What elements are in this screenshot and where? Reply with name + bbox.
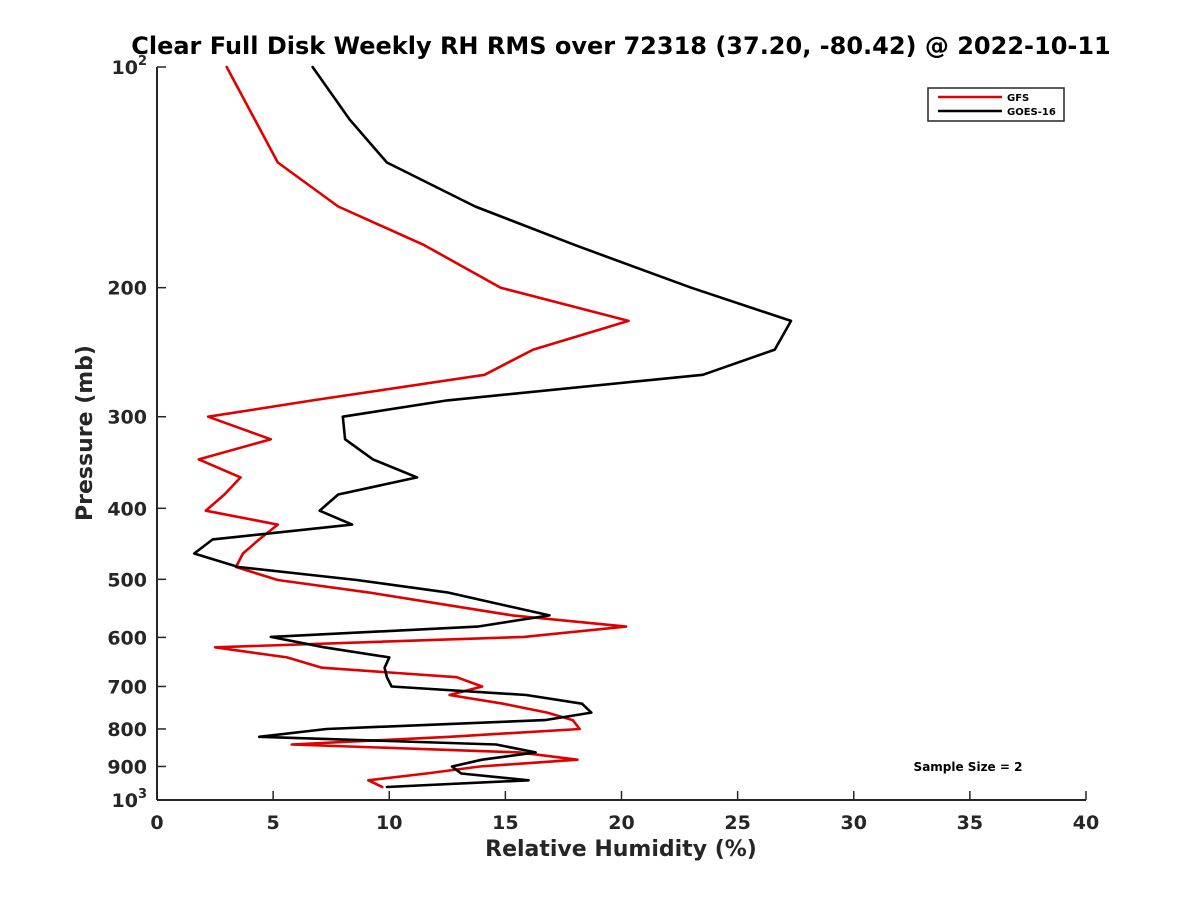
x-tick-label: 20	[608, 812, 634, 834]
x-tick-label: 40	[1073, 812, 1099, 834]
y-tick-label: 400	[107, 498, 147, 520]
x-tick-label: 0	[150, 812, 163, 834]
y-tick-label: 102	[112, 54, 148, 79]
series-line-goes16	[192, 65, 793, 789]
y-tick-label: 800	[107, 719, 147, 741]
legend-label-gfs: GFS	[1007, 93, 1029, 104]
x-axis-label: Relative Humidity (%)	[485, 837, 757, 862]
legend-box	[927, 87, 1065, 122]
series-line-gfs	[197, 65, 630, 789]
x-ticks: 0 5 10 15 20 25 30 35 40	[150, 791, 1099, 834]
y-tick-label: 300	[107, 407, 147, 429]
chart-title: Clear Full Disk Weekly RH RMS over 72318…	[131, 32, 1111, 60]
y-tick-label: 700	[107, 676, 147, 698]
y-tick-label: 500	[107, 569, 147, 591]
legend-label-goes16: GOES-16	[1007, 107, 1056, 118]
sample-size-annotation: Sample Size = 2	[914, 760, 1023, 774]
x-tick-label: 10	[376, 812, 402, 834]
x-tick-label: 15	[492, 812, 518, 834]
y-tick-label: 900	[107, 756, 147, 778]
x-tick-label: 35	[957, 812, 983, 834]
y-axis-label: Pressure (mb)	[73, 345, 98, 521]
y-tick-label: 103	[112, 787, 148, 812]
y-ticks: 102 200 300 400 500 600 700 800 900 103	[107, 54, 166, 812]
x-tick-label: 30	[841, 812, 867, 834]
x-tick-label: 25	[724, 812, 750, 834]
y-tick-label: 200	[107, 278, 147, 300]
legend: GFS GOES-16	[927, 87, 1065, 122]
series-layer	[192, 65, 793, 789]
x-tick-label: 5	[267, 812, 280, 834]
y-tick-label: 600	[107, 627, 147, 649]
